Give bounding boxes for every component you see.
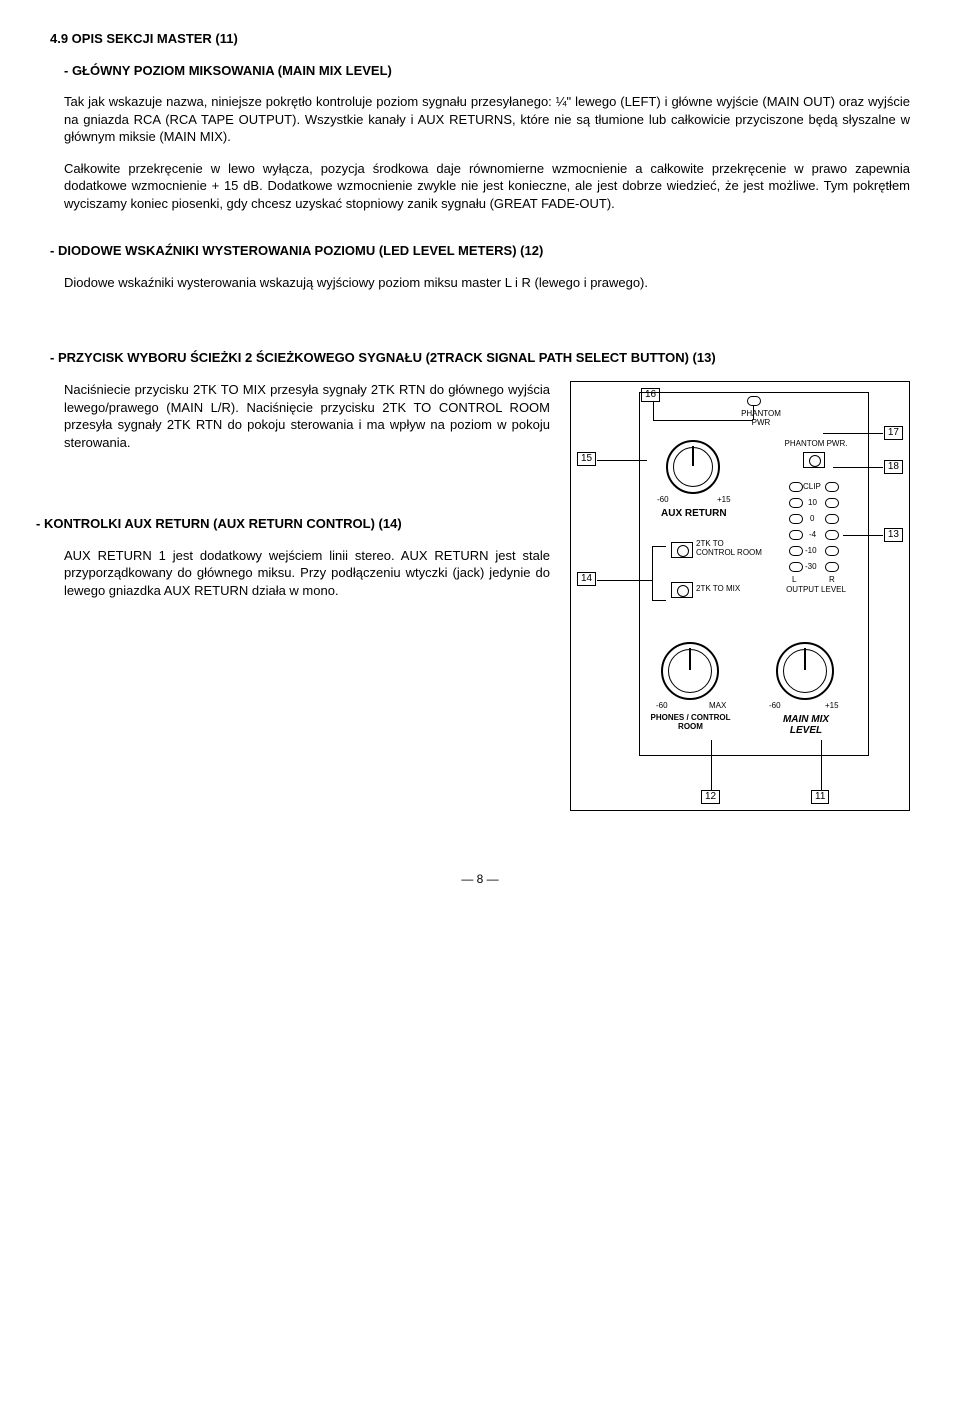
para-main-mix-2: Całkowite przekręcenie w lewo wyłącza, p… (64, 160, 910, 213)
para-led-meters: Diodowe wskaźniki wysterowania wskazują … (64, 274, 910, 292)
callout-17: 17 (884, 426, 903, 440)
para-main-mix-1: Tak jak wskazuje nazwa, niniejsze pokręt… (64, 93, 910, 146)
heading-main-mix-level: - GŁÓWNY POZIOM MIKSOWANIA (MAIN MIX LEV… (64, 62, 910, 80)
callout-15: 15 (577, 452, 596, 466)
heading-2track: - PRZYCISK WYBORU ŚCIEŻKI 2 ŚCIEŻKOWEGO … (50, 349, 910, 367)
page-number: — 8 — (50, 871, 910, 887)
para-2track: Naciśniecie przycisku 2TK TO MIX przesył… (64, 381, 550, 451)
mixer-master-diagram: 16 PHANTOM PWR 17 PHANTOM PWR. 15 18 (570, 381, 910, 811)
section-master: 4.9 OPIS SEKCJI MASTER (11) - GŁÓWNY POZ… (50, 30, 910, 212)
callout-13: 13 (884, 528, 903, 542)
section-2track: - PRZYCISK WYBORU ŚCIEŻKI 2 ŚCIEŻKOWEGO … (50, 349, 910, 811)
section-number-title: 4.9 OPIS SEKCJI MASTER (11) (50, 30, 910, 48)
callout-18: 18 (884, 460, 903, 474)
callout-11: 11 (811, 790, 829, 804)
callout-12: 12 (701, 790, 720, 804)
para-aux-return: AUX RETURN 1 jest dodatkowy wejściem lin… (64, 547, 550, 600)
heading-led-meters: - DIODOWE WSKAŹNIKI WYSTEROWANIA POZIOMU… (50, 242, 910, 260)
heading-aux-return: - KONTROLKI AUX RETURN (AUX RETURN CONTR… (36, 515, 550, 533)
callout-14: 14 (577, 572, 596, 586)
section-led-meters: - DIODOWE WSKAŹNIKI WYSTEROWANIA POZIOMU… (50, 242, 910, 291)
